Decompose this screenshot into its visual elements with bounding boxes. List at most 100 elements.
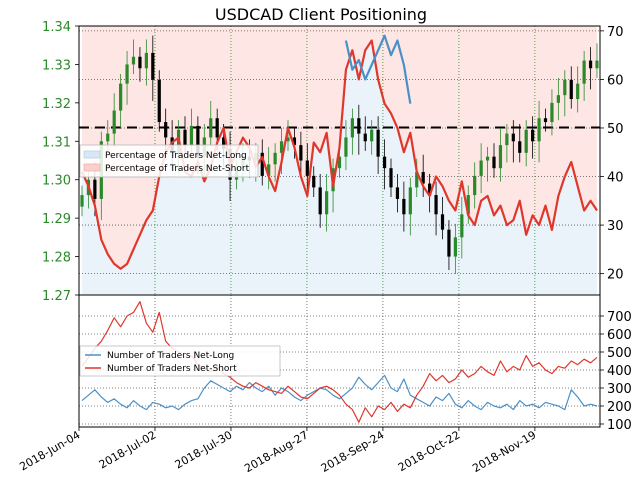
- candle-body-72: [543, 118, 548, 123]
- candle-body-12: [157, 79, 161, 123]
- candle-body-45: [370, 129, 374, 142]
- left-tick-label-3: 1.30: [42, 174, 71, 189]
- candle-body-13: [164, 122, 168, 138]
- candle-body-28: [260, 152, 264, 176]
- price-panel: 1.27 1.28 1.29 1.30 1.31 1.32 1.33 1.34 20 30 40 5…: [42, 20, 624, 304]
- candle-body-31: [279, 141, 284, 153]
- left-tick-label-4: 1.31: [42, 135, 71, 150]
- candle-body-71: [537, 118, 541, 142]
- legend-label-net-short-count: Number of Traders Net-Short: [107, 364, 237, 374]
- candle-body-66: [505, 133, 509, 146]
- top-legend: Percentage of Traders Net-Long Percentag…: [79, 144, 259, 178]
- candle-body-63: [485, 156, 490, 161]
- candle-body-33: [292, 137, 297, 146]
- candle-body-62: [479, 160, 483, 176]
- candle-body-49: [395, 187, 400, 199]
- candle-body-64: [492, 156, 496, 169]
- net-long-count-line: [81, 374, 598, 411]
- candle-body-52: [415, 172, 419, 188]
- candle-body-54: [428, 183, 432, 196]
- candle-body-48: [389, 168, 393, 188]
- candle-body-78: [582, 60, 586, 84]
- net-long-percentage-line: [344, 34, 412, 104]
- candle-body-68: [518, 141, 522, 153]
- candle-body-6: [119, 83, 123, 111]
- legend-label-net-short-pct: Percentage of Traders Net-Short: [105, 164, 250, 174]
- right-traders-axis: 100 200 300 400 500 600 700: [600, 310, 632, 433]
- candle-body-41: [344, 137, 348, 157]
- traders-lines: [81, 301, 598, 423]
- right-tick-label-3: 50: [607, 122, 624, 137]
- right-tick-label-0: 20: [607, 268, 624, 283]
- candle-body-30: [273, 152, 277, 165]
- candle-body-74: [556, 95, 560, 103]
- date-axis: 2018-Jun-04 2018-Jul-02 2018-Jul-30 2018-Au…: [17, 427, 538, 475]
- candle-body-69: [524, 129, 528, 153]
- candle-body-38: [325, 191, 329, 215]
- bottom-right-tick-label-1: 200: [607, 400, 632, 415]
- x-tick-label-1: 2018-Jul-02: [97, 428, 159, 471]
- legend-label-net-long-pct: Percentage of Traders Net-Long: [105, 151, 247, 161]
- candle-body-79: [588, 60, 593, 69]
- left-tick-label-2: 1.29: [42, 212, 71, 227]
- bottom-right-tick-label-0: 100: [607, 418, 632, 433]
- candle-body-51: [408, 187, 412, 215]
- right-percentage-axis: 20 30 40 50 60 70: [600, 25, 624, 283]
- chart-title: USDCAD Client Positioning: [215, 5, 427, 24]
- bottom-right-tick-label-2: 300: [607, 382, 632, 397]
- candle-body-58: [453, 237, 457, 257]
- right-tick-label-5: 70: [607, 25, 624, 40]
- candle-body-20: [209, 118, 213, 138]
- candle-body-61: [473, 175, 477, 196]
- candle-body-59: [460, 214, 464, 238]
- candle-body-16: [183, 129, 187, 146]
- left-price-axis: 1.27 1.28 1.29 1.30 1.31 1.32 1.33 1.34: [42, 20, 79, 304]
- left-tick-label-6: 1.33: [42, 58, 71, 73]
- top-legend-box: [79, 144, 259, 178]
- candle-body-57: [447, 229, 451, 257]
- candle-body-10: [144, 52, 148, 69]
- candle-body-50: [402, 198, 406, 215]
- candle-body-73: [550, 102, 554, 123]
- candle-body-35: [305, 160, 309, 176]
- candle-body-47: [382, 156, 387, 169]
- candle-body-75: [563, 79, 567, 96]
- bottom-right-tick-label-4: 500: [607, 346, 632, 361]
- candle-body-46: [376, 129, 380, 157]
- candle-body-43: [357, 118, 361, 134]
- bottom-right-tick-label-6: 700: [607, 310, 632, 325]
- bottom-right-tick-label-3: 400: [607, 364, 632, 379]
- candle-body-0: [80, 195, 84, 207]
- candle-body-4: [106, 133, 110, 142]
- candle-body-60: [466, 195, 470, 215]
- traders-panel-frame: [78, 294, 601, 428]
- right-tick-label-4: 60: [607, 73, 624, 88]
- candle-body-40: [337, 156, 342, 169]
- legend-label-net-long-count: Number of Traders Net-Long: [107, 351, 234, 361]
- candle-body-65: [498, 145, 503, 169]
- candle-body-11: [151, 52, 155, 80]
- x-tick-label-4: 2018-Sep-24: [319, 428, 387, 475]
- x-tick-label-5: 2018-Oct-22: [396, 428, 462, 474]
- net-short-count-line: [81, 301, 598, 423]
- right-tick-label-1: 30: [607, 219, 624, 234]
- candle-body-76: [569, 79, 573, 100]
- candle-body-53: [421, 172, 425, 184]
- left-tick-label-5: 1.32: [42, 97, 71, 112]
- candle-body-2: [93, 179, 97, 199]
- candle-body-21: [215, 118, 219, 138]
- left-tick-label-1: 1.28: [42, 251, 71, 266]
- right-tick-label-2: 40: [607, 171, 624, 186]
- candle-body-18: [196, 125, 200, 157]
- candle-body-80: [595, 60, 599, 69]
- candle-body-55: [434, 195, 438, 215]
- legend-swatch-net-short: [83, 163, 101, 172]
- x-tick-label-3: 2018-Aug-27: [242, 428, 310, 475]
- bottom-right-tick-label-5: 600: [607, 328, 632, 343]
- legend-swatch-net-long: [83, 150, 101, 159]
- candle-body-70: [531, 129, 535, 142]
- candle-body-17: [189, 125, 194, 146]
- candle-body-77: [576, 83, 580, 100]
- candle-body-9: [138, 56, 142, 69]
